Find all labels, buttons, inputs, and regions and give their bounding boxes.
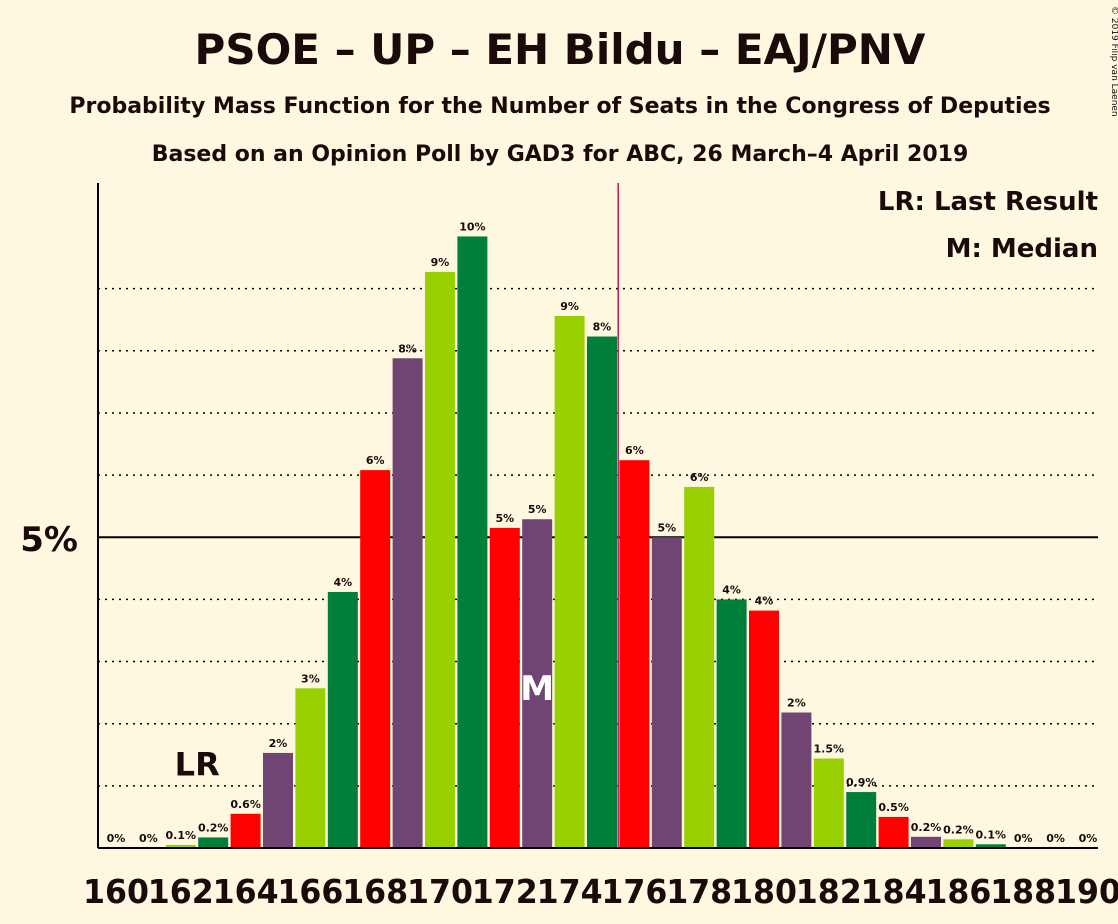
last-result-marker: LR	[175, 745, 220, 783]
x-tick-label: 160	[83, 872, 149, 911]
bar-value-label: 5%	[657, 521, 676, 534]
chart-subtitle: Probability Mass Function for the Number…	[69, 94, 1050, 119]
x-tick-label: 184	[861, 872, 927, 911]
bar-value-label: 0.2%	[911, 821, 942, 834]
bar-value-label: 8%	[593, 321, 612, 334]
bar-seat-171	[457, 236, 488, 848]
x-tick-label: 180	[731, 872, 797, 911]
chart-title: PSOE – UP – EH Bildu – EAJ/PNV	[195, 25, 926, 74]
x-tick-label: 188	[990, 872, 1056, 911]
bar-value-label: 2%	[787, 697, 806, 710]
bar-seat-166	[295, 688, 326, 848]
bar-value-label: 0%	[1079, 832, 1098, 845]
bar-value-label: 4%	[722, 583, 741, 596]
legend-median: M: Median	[946, 234, 1098, 264]
bar-labels-group: 0% 0% 0.1%0.2%0.6%2%3%4%6%8%9%10%5%5%9%8%6…	[107, 220, 1098, 845]
bar-value-label: 0.1%	[166, 829, 197, 842]
bar-value-label: 0.9%	[846, 776, 877, 789]
bar-value-label: 0.1%	[976, 828, 1007, 841]
x-tick-label: 172	[472, 872, 538, 911]
bar-seat-182	[813, 758, 844, 848]
bar-value-label: 4%	[333, 576, 352, 589]
bar-seat-163	[198, 837, 229, 848]
bar-seat-167	[327, 591, 358, 848]
bar-seat-181	[781, 712, 812, 848]
bar-value-label: 2%	[269, 737, 288, 750]
bar-value-label: 1.5%	[814, 743, 845, 756]
x-tick-label: 174	[537, 872, 603, 911]
bar-value-label: 0.6%	[230, 798, 261, 811]
bar-value-label: 0%	[107, 832, 126, 845]
bar-seat-162	[165, 844, 196, 848]
x-tick-label: 186	[925, 872, 991, 911]
bar-value-label: 5%	[528, 503, 547, 516]
bar-value-label: 0.2%	[198, 821, 229, 834]
bar-seat-172	[489, 527, 520, 848]
chart-subtitle-2: Based on an Opinion Poll by GAD3 for ABC…	[152, 142, 969, 167]
bar-seat-187	[975, 844, 1006, 848]
copyright-notice: © 2019 Filip van Laenen	[1109, 6, 1118, 117]
bar-value-label: 4%	[755, 595, 774, 608]
x-tick-label: 182	[796, 872, 862, 911]
bar-seat-179	[716, 599, 747, 848]
bar-value-label: 0%	[1014, 832, 1033, 845]
x-tick-label: 178	[666, 872, 732, 911]
y-tick-label-5pct: 5%	[20, 520, 78, 560]
bar-seat-180	[749, 610, 779, 848]
median-marker: M	[520, 669, 554, 709]
x-tick-label: 170	[407, 872, 473, 911]
bar-value-label: 6%	[690, 471, 709, 484]
bar-value-label: 9%	[431, 256, 450, 269]
bar-value-label: 6%	[366, 454, 385, 467]
bar-value-label: 3%	[301, 672, 320, 685]
bar-seat-177	[651, 537, 682, 848]
bar-value-label: 0.5%	[878, 801, 909, 814]
bar-value-label: 10%	[459, 220, 485, 233]
bar-seat-185	[911, 836, 941, 848]
bar-value-label: 0%	[139, 832, 158, 845]
bar-seat-169	[392, 358, 423, 848]
bar-value-label: 6%	[625, 444, 644, 457]
bar-seat-183	[846, 792, 877, 848]
bar-value-label: 5%	[495, 512, 514, 525]
bar-seat-165	[263, 752, 293, 848]
bar-value-label: 0%	[1046, 832, 1065, 845]
legend-last-result: LR: Last Result	[878, 187, 1098, 217]
bar-seat-186	[943, 839, 974, 848]
bar-seat-175	[587, 336, 617, 848]
x-tick-label: 168	[342, 872, 408, 911]
bar-seat-174	[554, 316, 585, 848]
bar-seat-178	[684, 486, 715, 848]
x-tick-label: 190	[1055, 872, 1118, 911]
bar-seat-168	[360, 470, 391, 848]
bars-group	[165, 236, 1006, 848]
x-tick-label: 164	[213, 872, 279, 911]
bar-seat-170	[425, 271, 455, 848]
x-tick-labels: 1601621641661681701721741761781801821841…	[83, 872, 1118, 911]
bar-value-label: 9%	[560, 300, 579, 313]
x-tick-label: 162	[148, 872, 214, 911]
bar-seat-173	[522, 519, 553, 848]
bar-seat-164	[230, 813, 261, 848]
bar-value-label: 0.2%	[943, 823, 974, 836]
bar-seat-176	[619, 460, 650, 848]
bar-value-label: 8%	[398, 342, 417, 355]
x-tick-label: 176	[601, 872, 667, 911]
x-tick-label: 166	[277, 872, 343, 911]
bar-seat-184	[878, 816, 909, 848]
